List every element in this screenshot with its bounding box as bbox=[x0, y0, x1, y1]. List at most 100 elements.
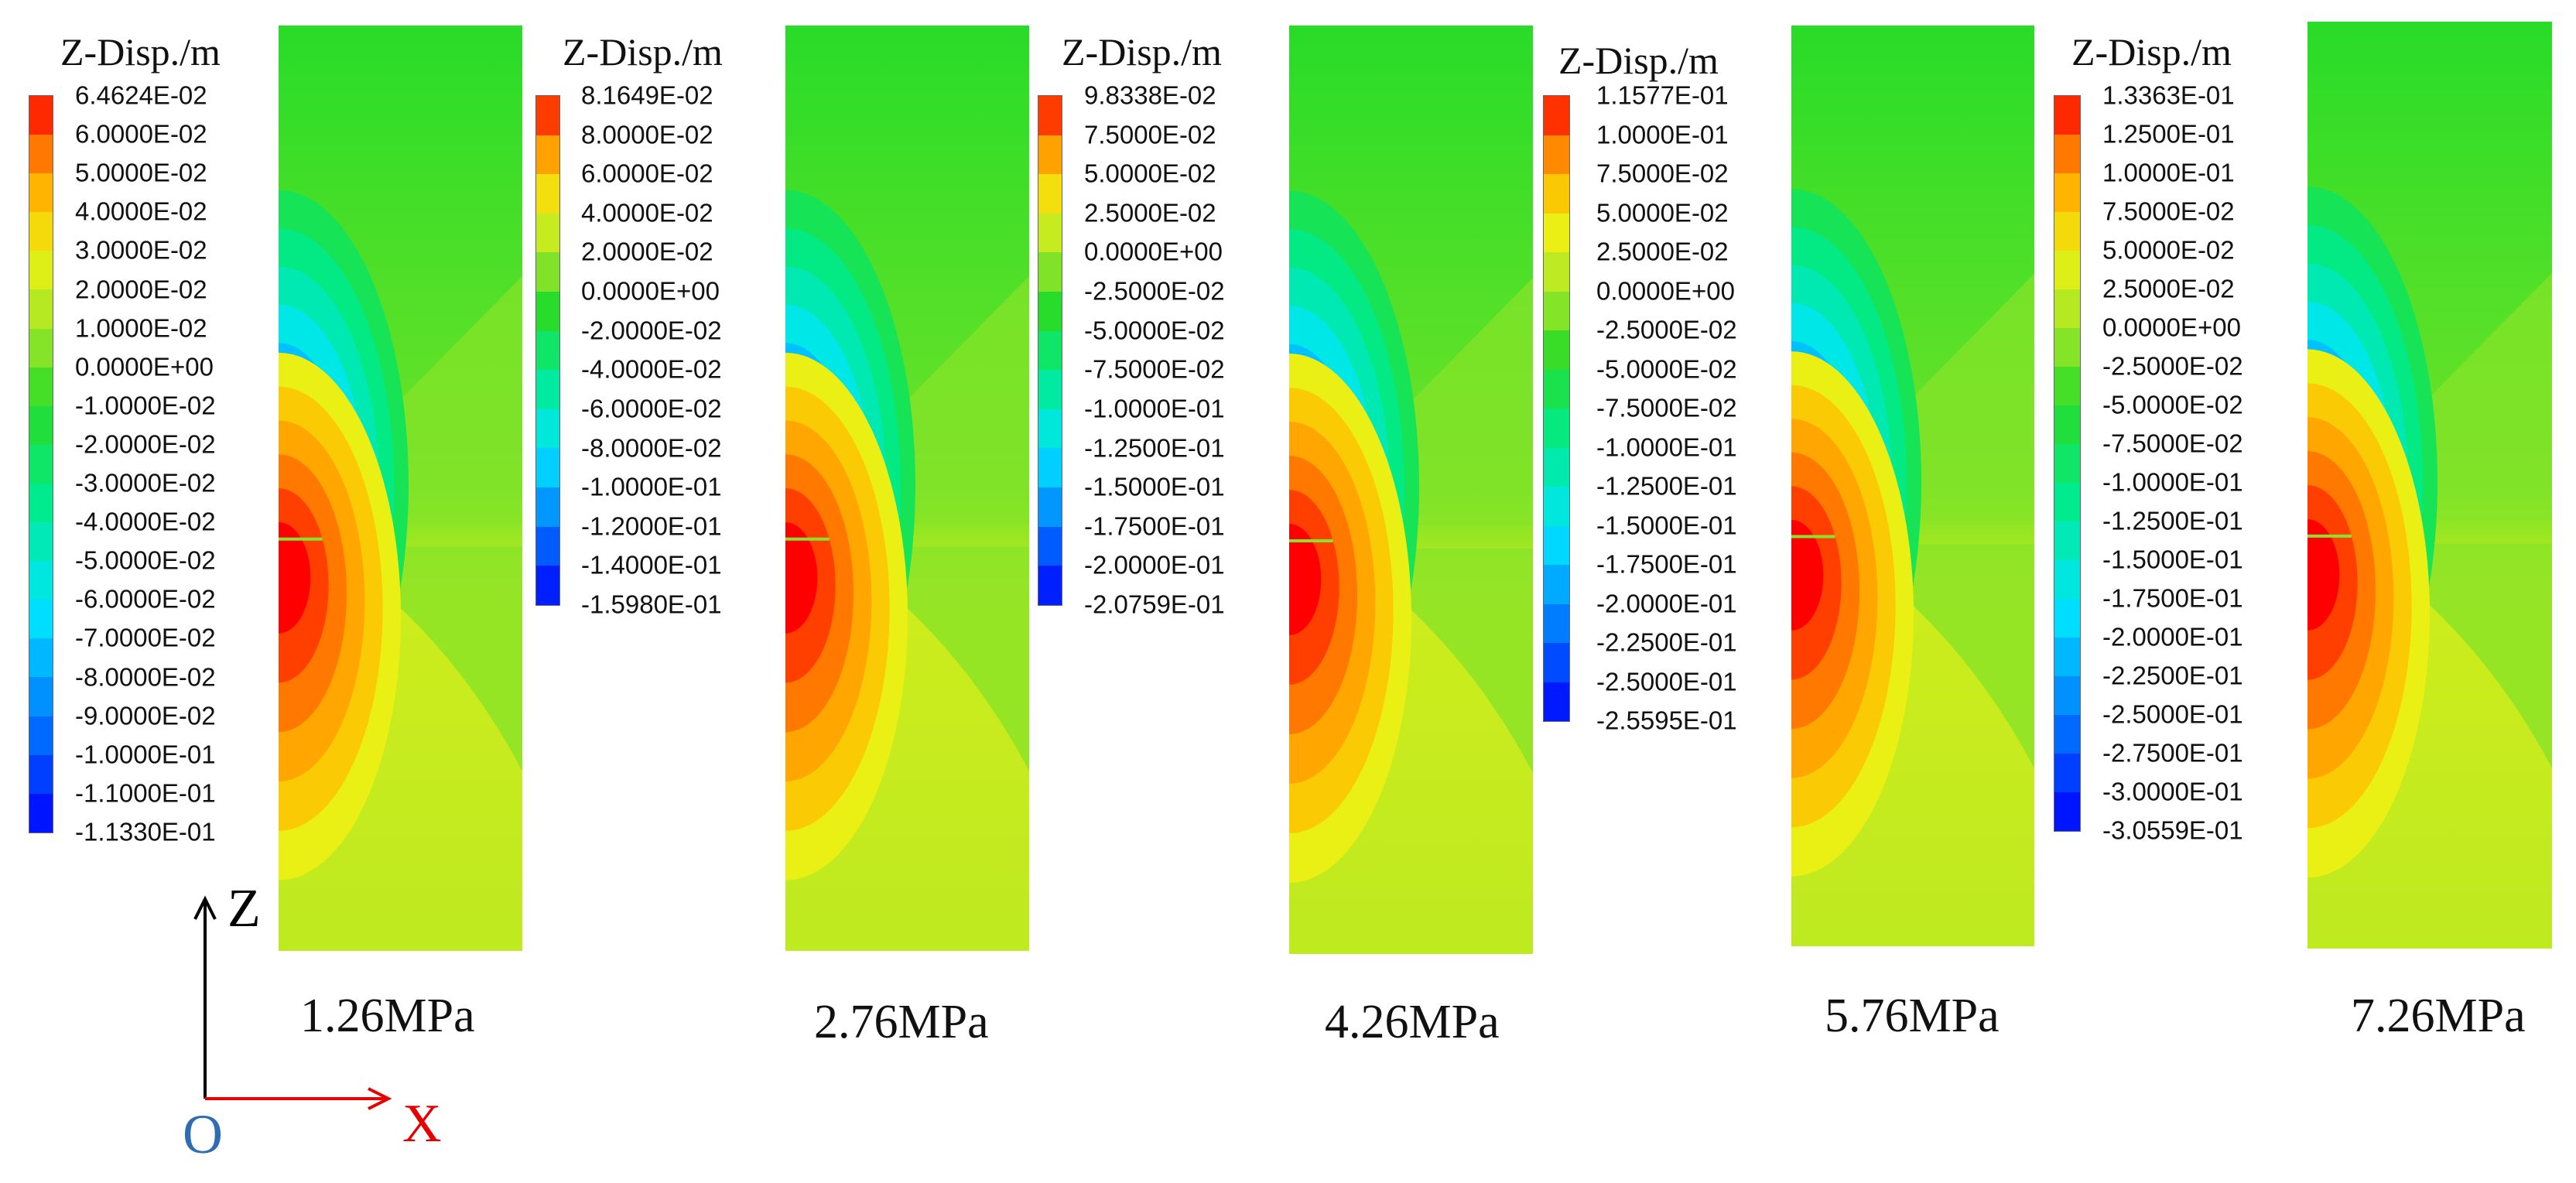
x-axis-label: X bbox=[402, 1094, 442, 1154]
colorbar-tick-label: 0.0000E+00 bbox=[75, 352, 214, 381]
colorbar-tick-label: -1.2500E-01 bbox=[1596, 471, 1737, 501]
pressure-label: 2.76MPa bbox=[814, 996, 989, 1048]
colorbar-tick-label: -2.0000E-01 bbox=[1084, 550, 1225, 580]
colorbar-tick-label: -3.0000E-02 bbox=[75, 468, 216, 497]
colorbar-band bbox=[2054, 96, 2080, 135]
colorbar-band bbox=[29, 677, 53, 716]
colorbar-band bbox=[2054, 251, 2080, 289]
colorbar-tick-label: 1.1577E-01 bbox=[1596, 80, 1729, 110]
colorbar-band bbox=[29, 716, 53, 755]
colorbar-band bbox=[1038, 174, 1062, 214]
colorbar-band bbox=[29, 638, 53, 678]
colorbar-tick-label: -1.2000E-01 bbox=[581, 511, 722, 541]
contour-plot bbox=[1791, 26, 2034, 946]
colorbar-band bbox=[29, 212, 53, 251]
colorbar-band bbox=[536, 174, 559, 214]
origin-label: O bbox=[183, 1103, 223, 1165]
colorbar-band bbox=[1544, 252, 1569, 292]
colorbar-tick-label: 4.0000E-02 bbox=[75, 197, 207, 226]
contour-band bbox=[325, 546, 522, 771]
colorbar-tick-label: -4.0000E-02 bbox=[581, 354, 722, 384]
colorbar-tick-label: 5.0000E-02 bbox=[75, 158, 207, 187]
colorbar-tick-label: -1.0000E-01 bbox=[581, 472, 722, 501]
colorbar-tick-label: 8.1649E-02 bbox=[581, 80, 713, 110]
colorbar-tick-label: -1.5000E-01 bbox=[1596, 511, 1737, 539]
colorbar-tick-label: -1.7500E-01 bbox=[1596, 549, 1737, 579]
colorbar-tick-label: -2.0000E-01 bbox=[2102, 622, 2243, 651]
colorbar-band bbox=[1038, 526, 1062, 566]
colorbar-band bbox=[1038, 96, 1062, 135]
colorbar-band bbox=[1544, 682, 1569, 721]
colorbar-band bbox=[1038, 448, 1062, 488]
colorbar-band bbox=[1038, 135, 1062, 175]
colorbar-band bbox=[29, 328, 53, 368]
contour-lobe-positive bbox=[2307, 519, 2340, 631]
colorbar-band bbox=[2054, 599, 2080, 638]
colorbar-band bbox=[1544, 330, 1569, 370]
colorbar-tick-label: -1.0000E-01 bbox=[75, 740, 216, 769]
pressure-label: 5.76MPa bbox=[1825, 990, 2000, 1042]
colorbar-band bbox=[2054, 521, 2080, 560]
colorbar-band bbox=[29, 367, 53, 406]
colorbar-tick-label: -1.0000E-01 bbox=[1084, 394, 1225, 423]
colorbar-band bbox=[29, 251, 53, 290]
colorbar-tick-label: 2.5000E-02 bbox=[2102, 274, 2235, 303]
colorbar-tick-label: 1.0000E-02 bbox=[75, 313, 207, 343]
colorbar-band bbox=[1544, 369, 1569, 409]
colorbar-tick-label: -6.0000E-02 bbox=[75, 584, 216, 614]
colorbar-tick-label: -1.2500E-01 bbox=[2102, 506, 2243, 535]
colorbar-band bbox=[1544, 603, 1569, 643]
contour-band bbox=[832, 546, 1029, 771]
colorbar-tick-label: -7.5000E-02 bbox=[2102, 429, 2243, 458]
colorbar-band bbox=[2054, 328, 2080, 367]
colorbar-tick-label: -8.0000E-02 bbox=[581, 433, 722, 463]
colorbar-band bbox=[536, 135, 559, 175]
legend-title: Z-Disp./m bbox=[1558, 39, 1719, 82]
pressure-label: 1.26MPa bbox=[300, 990, 475, 1042]
colorbar-band bbox=[1544, 643, 1569, 682]
colorbar-tick-label: 7.5000E-02 bbox=[1084, 120, 1216, 149]
z-axis-label: Z bbox=[227, 879, 261, 939]
colorbar-band bbox=[1544, 213, 1569, 252]
colorbar bbox=[29, 95, 53, 833]
colorbar-tick-label: -3.0000E-01 bbox=[2102, 777, 2243, 806]
colorbar bbox=[535, 95, 560, 606]
colorbar-tick-label: -5.0000E-02 bbox=[1084, 316, 1225, 345]
colorbar-tick-label: -1.0000E-01 bbox=[2102, 467, 2243, 497]
colorbar-tick-label: -1.5980E-01 bbox=[581, 590, 722, 619]
colorbar-tick-label: -2.0000E-02 bbox=[75, 429, 216, 459]
colorbar-band bbox=[536, 330, 559, 371]
colorbar-band bbox=[536, 409, 559, 449]
colorbar-band bbox=[536, 213, 559, 253]
colorbar-tick-label: 6.0000E-02 bbox=[75, 119, 207, 149]
colorbar-tick-label: 5.0000E-02 bbox=[1596, 198, 1729, 227]
colorbar-band bbox=[1544, 291, 1569, 330]
colorbar-band bbox=[536, 526, 559, 566]
contour-plot bbox=[279, 26, 522, 951]
colorbar-band bbox=[1038, 487, 1062, 527]
colorbar-tick-label: 0.0000E+00 bbox=[1084, 237, 1223, 266]
colorbar-band bbox=[1544, 135, 1569, 174]
pressure-label: 7.26MPa bbox=[2351, 990, 2526, 1042]
colorbar-tick-label: -7.0000E-02 bbox=[75, 623, 216, 652]
colorbar-tick-label: 6.0000E-02 bbox=[581, 159, 713, 188]
colorbar-band bbox=[1038, 292, 1062, 331]
colorbar-band bbox=[1038, 330, 1062, 371]
colorbar-band bbox=[536, 448, 559, 488]
colorbar-band bbox=[2054, 754, 2080, 792]
colorbar-tick-label: -2.5000E-02 bbox=[2102, 351, 2243, 381]
colorbar-band bbox=[29, 289, 53, 329]
colorbar-tick-label: -1.1330E-01 bbox=[75, 817, 216, 846]
colorbar-band bbox=[1038, 213, 1062, 253]
colorbar-band bbox=[1544, 96, 1569, 135]
colorbar-band bbox=[2054, 715, 2080, 754]
x-axis-arrowhead bbox=[368, 1087, 392, 1110]
colorbar-band bbox=[536, 370, 559, 409]
colorbar-tick-label: 0.0000E+00 bbox=[2102, 313, 2241, 342]
colorbar-band bbox=[29, 522, 53, 562]
colorbar-band bbox=[536, 566, 559, 605]
colorbar-tick-label: 1.3363E-01 bbox=[2102, 80, 2235, 110]
colorbar-band bbox=[1544, 565, 1569, 604]
colorbar-tick-label: 8.0000E-02 bbox=[581, 120, 713, 149]
colorbar-band bbox=[1038, 566, 1062, 605]
